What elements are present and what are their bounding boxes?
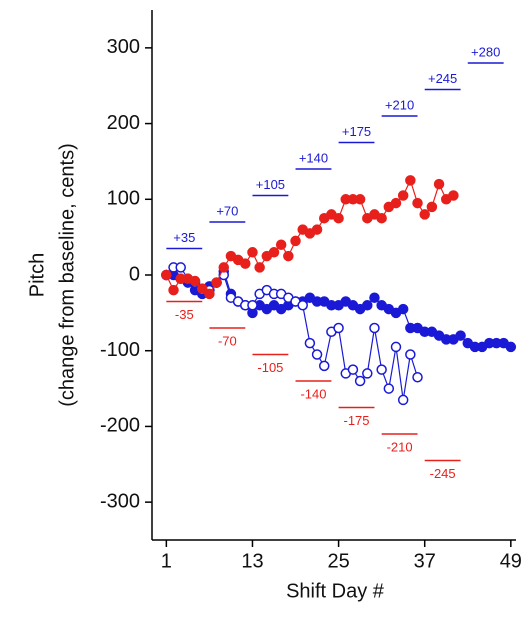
data-point: [311, 224, 323, 235]
data-point: [455, 330, 466, 341]
data-point: [419, 209, 430, 220]
shift-label: +245: [428, 71, 457, 86]
data-point: [311, 349, 323, 360]
data-point: [247, 300, 258, 311]
data-point: [240, 258, 251, 269]
shift-label: -245: [430, 466, 456, 481]
data-point: [390, 197, 402, 209]
data-point: [505, 341, 517, 353]
shift-label: -105: [257, 360, 283, 375]
y-tick-label: -100: [100, 339, 140, 361]
data-point: [333, 212, 344, 224]
data-point: [189, 275, 201, 287]
y-tick-label: -200: [100, 415, 140, 437]
data-point: [268, 247, 280, 258]
data-point: [318, 360, 330, 372]
shift-label: +280: [471, 44, 500, 59]
x-tick-label: 13: [241, 550, 263, 572]
data-point: [204, 288, 215, 300]
y-tick-label: -300: [100, 490, 140, 512]
data-point: [376, 364, 387, 375]
data-point: [168, 284, 179, 296]
y-tick-label: 100: [107, 188, 140, 210]
x-tick-label: 25: [327, 550, 349, 572]
data-point: [405, 349, 416, 360]
data-point: [175, 262, 186, 273]
y-tick-label: 200: [107, 112, 140, 134]
data-point: [369, 292, 380, 303]
shift-label: -70: [218, 333, 237, 348]
shift-label: -175: [344, 413, 370, 428]
data-point: [290, 235, 301, 247]
data-point: [448, 190, 459, 201]
shift-label: -140: [300, 386, 326, 401]
y-axis-label: (change from baseline, cents): [56, 143, 78, 406]
y-tick-label: 0: [129, 263, 140, 285]
data-point: [333, 322, 344, 334]
data-point: [412, 197, 423, 209]
shift-label: +35: [173, 230, 195, 245]
x-tick-label: 1: [161, 550, 172, 572]
y-axis-label: Pitch: [26, 253, 48, 297]
data-point: [376, 212, 387, 224]
data-point: [433, 178, 445, 190]
x-tick-label: 49: [500, 550, 522, 572]
data-point: [390, 341, 402, 353]
data-point: [362, 300, 373, 311]
x-tick-label: 37: [414, 550, 436, 572]
shift-label: +140: [299, 150, 328, 165]
x-axis-label: Shift Day #: [286, 580, 385, 602]
data-point: [196, 283, 208, 294]
shift-label: +70: [216, 203, 238, 218]
data-point: [397, 190, 409, 201]
shift-label: +105: [256, 177, 285, 192]
data-point: [211, 277, 222, 288]
shift-label: -35: [175, 307, 194, 322]
data-point: [405, 175, 416, 186]
data-point: [283, 250, 294, 262]
shift-label: +210: [385, 97, 414, 112]
data-point: [412, 371, 423, 383]
data-point: [362, 368, 373, 379]
data-point: [347, 364, 359, 375]
y-tick-label: 300: [107, 36, 140, 58]
data-point: [275, 239, 287, 250]
data-point: [397, 303, 409, 315]
data-point: [254, 262, 265, 273]
data-point: [304, 337, 316, 349]
data-point: [383, 383, 395, 394]
data-point: [218, 262, 230, 273]
shift-label: +175: [342, 124, 371, 139]
data-point: [397, 394, 409, 406]
shift-label: -210: [387, 439, 413, 454]
data-point: [297, 300, 308, 311]
data-point: [354, 375, 366, 387]
data-point: [247, 247, 258, 258]
data-point: [354, 194, 366, 205]
data-point: [426, 201, 438, 213]
data-point: [161, 269, 172, 281]
data-point: [369, 322, 380, 334]
